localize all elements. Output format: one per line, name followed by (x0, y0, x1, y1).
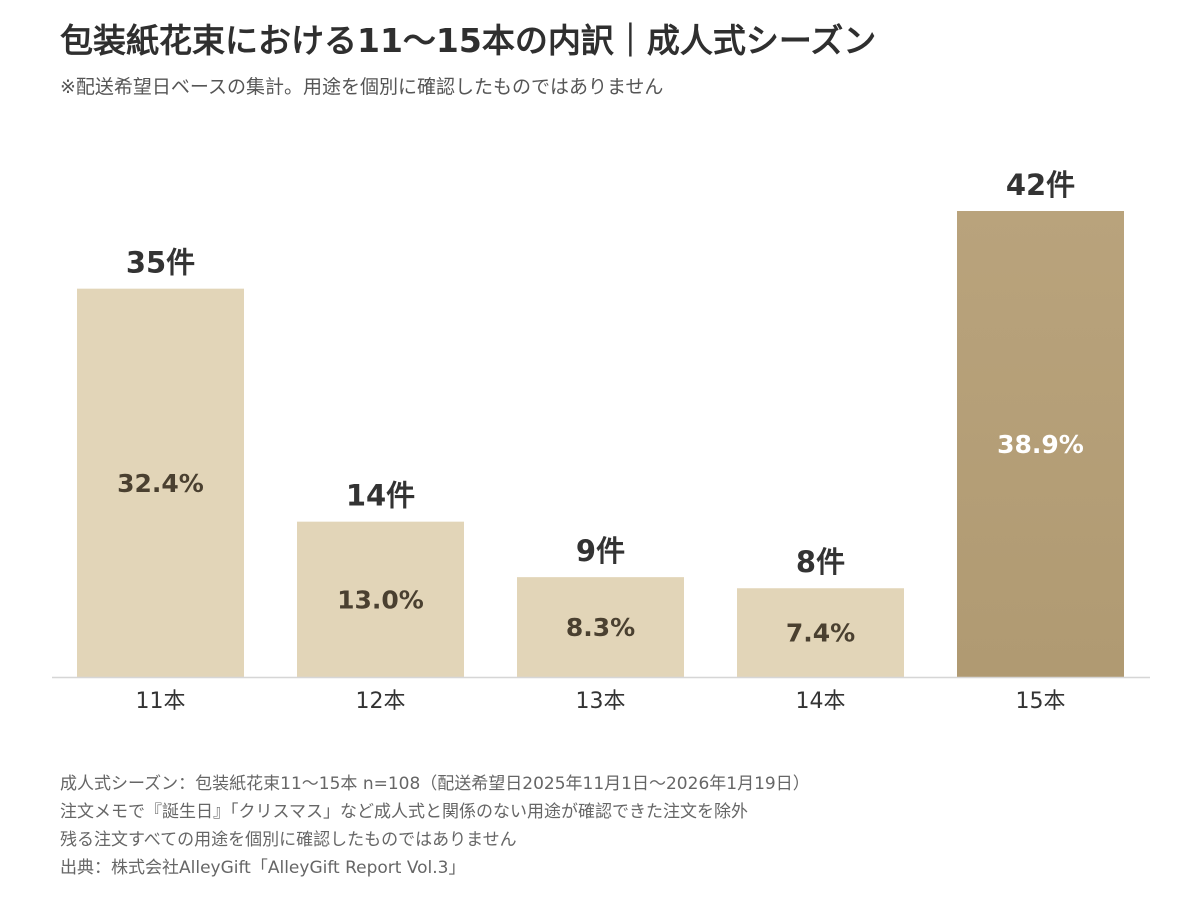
percent-label: 8.3% (566, 613, 635, 642)
x-tick-label: 15本 (1016, 689, 1066, 714)
count-label: 42件 (1006, 168, 1075, 202)
footnotes: 成人式シーズン：包装紙花束11〜15本 n=108（配送希望日2025年11月1… (60, 770, 810, 882)
x-tick-label: 12本 (356, 689, 406, 714)
x-tick-label: 14本 (796, 689, 846, 714)
footnote-source: 出典：株式会社AlleyGift「AlleyGift Report Vol.3」 (60, 858, 466, 878)
bar (77, 288, 244, 677)
bar (517, 577, 684, 677)
footnote-line: 注文メモで『誕生日』「クリスマス」など成人式と関係のない用途が確認できた注文を除… (60, 802, 748, 822)
chart-title: 包装紙花束における11〜15本の内訳｜成人式シーズン (60, 21, 877, 60)
bar (737, 588, 904, 677)
chart-subtitle: ※配送希望日ベースの集計。用途を個別に確認したものではありません (60, 76, 664, 98)
footnote-line: 成人式シーズン：包装紙花束11〜15本 n=108（配送希望日2025年11月1… (60, 774, 810, 794)
count-label: 8件 (796, 545, 845, 579)
x-tick-label: 11本 (136, 689, 186, 714)
count-label: 35件 (126, 246, 195, 280)
count-label: 14件 (346, 479, 415, 513)
bar-chart: 35件 32.4% 11本 14件 13.0% 12本 9件 8.3% 13本 8件 7.4% 14本… (52, 168, 1150, 714)
percent-label: 13.0% (337, 585, 424, 614)
x-tick-label: 13本 (576, 689, 626, 714)
percent-label: 7.4% (786, 619, 855, 648)
percent-label: 32.4% (117, 469, 204, 498)
footnote-line: 残る注文すべての用途を個別に確認したものではありません (60, 830, 517, 850)
bar (957, 211, 1124, 677)
bar (297, 521, 464, 677)
percent-label: 38.9% (997, 430, 1084, 459)
count-label: 9件 (576, 534, 625, 568)
